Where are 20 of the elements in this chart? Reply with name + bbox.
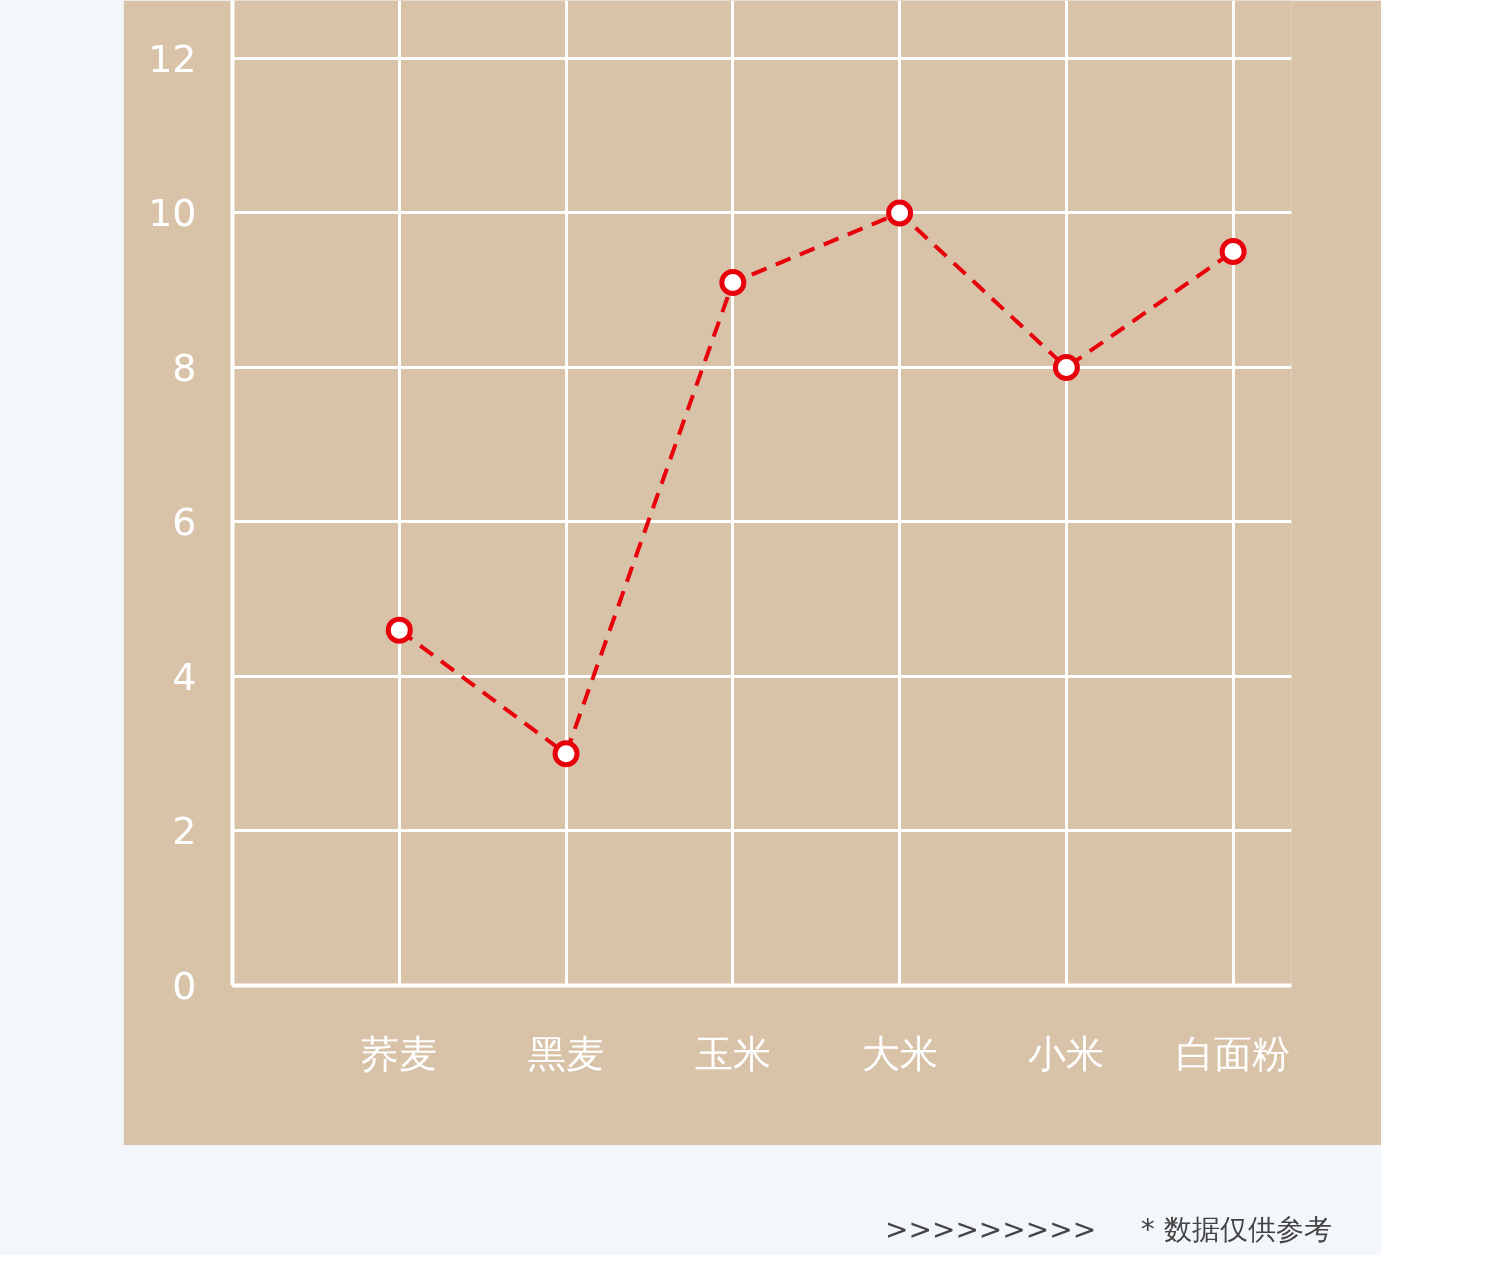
point: [719, 269, 747, 296]
y-tick-label: 0: [172, 964, 197, 1008]
x-tick-label: 大米: [861, 1031, 938, 1076]
x-tick-label: 玉米: [694, 1031, 771, 1076]
y-tick-label: 2: [172, 809, 197, 854]
y-tick-label: 10: [148, 191, 197, 236]
y-tick-label: 12: [148, 36, 197, 81]
y-tick-label: 6: [172, 500, 197, 545]
point: [552, 740, 580, 768]
x-tick-label: 白面粉: [1176, 1031, 1291, 1076]
x-tick-label: 黑麦: [528, 1031, 605, 1076]
x-tick-label: 荞麦: [361, 1031, 438, 1076]
point: [385, 616, 413, 644]
x-tick-label: 小米: [1028, 1031, 1105, 1076]
y-tick-label: 4: [172, 654, 197, 699]
text: >>>>>>>>> * 数据仅供参考: [885, 1213, 1332, 1246]
y-tick-label: 8: [172, 345, 197, 390]
point: [1219, 238, 1247, 266]
point: [1052, 353, 1080, 381]
point: [886, 199, 914, 227]
